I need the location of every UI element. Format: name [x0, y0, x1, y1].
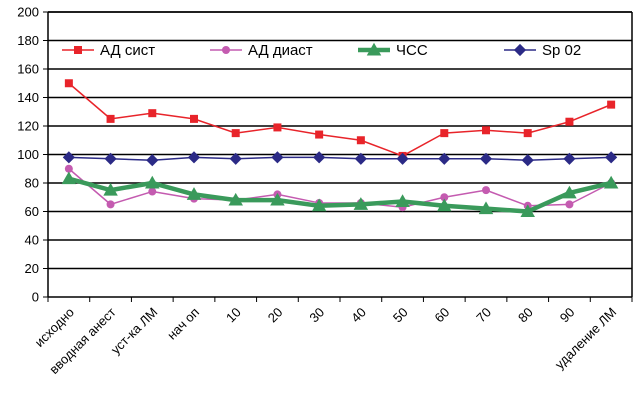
data-point — [64, 79, 73, 88]
data-point — [607, 100, 616, 109]
data-point — [565, 200, 574, 209]
x-tick-label: 60 — [432, 305, 453, 326]
data-point — [440, 129, 449, 138]
data-point — [106, 114, 115, 123]
y-tick-label: 180 — [17, 33, 39, 48]
data-point — [106, 200, 115, 209]
data-point — [438, 152, 451, 165]
series-3 — [61, 171, 619, 217]
y-tick-label: 100 — [17, 147, 39, 162]
data-point — [437, 198, 452, 212]
legend-item: АД диаст — [210, 42, 313, 59]
series-4 — [62, 151, 618, 167]
legend-swatch-marker — [513, 43, 527, 57]
data-point — [315, 130, 324, 139]
legend-item: Sp 02 — [504, 42, 581, 59]
legend-label: Sp 02 — [542, 42, 581, 59]
y-tick-label: 160 — [17, 62, 39, 77]
series-line — [68, 156, 612, 161]
y-tick-label: 60 — [25, 204, 39, 219]
data-point — [187, 151, 201, 164]
data-point — [61, 171, 77, 185]
data-point — [396, 152, 409, 165]
data-point — [64, 164, 73, 173]
legend-label: АД сист — [100, 42, 155, 59]
data-point — [231, 129, 240, 138]
data-point — [146, 154, 159, 167]
data-point — [62, 151, 75, 164]
x-tick-label: 20 — [265, 305, 286, 326]
data-point — [145, 175, 160, 189]
data-point — [562, 185, 577, 199]
axes — [43, 11, 633, 302]
legend-swatch-marker — [74, 46, 82, 54]
y-tick-label: 200 — [17, 5, 39, 20]
series-line — [68, 82, 612, 157]
data-point — [440, 193, 449, 202]
x-tick-label: 90 — [557, 305, 578, 326]
y-tick-labels: 0 20 40 60 80 100 120 140 160 180 200 — [17, 5, 39, 305]
data-point — [605, 151, 618, 164]
series-1 — [64, 79, 616, 160]
data-point — [271, 151, 284, 164]
legend-swatch-marker — [222, 46, 230, 54]
data-point — [273, 123, 282, 132]
x-tick-label: 80 — [515, 305, 536, 326]
x-tick-label: 10 — [223, 305, 244, 326]
y-tick-label: 40 — [25, 233, 39, 248]
data-point — [190, 114, 198, 123]
x-tick-label: нач оп — [164, 305, 202, 343]
data-point — [521, 154, 534, 167]
data-point — [103, 182, 118, 196]
x-tick-label: 70 — [473, 305, 494, 326]
data-point — [353, 197, 369, 210]
data-point — [270, 192, 285, 206]
data-point — [478, 201, 494, 215]
data-point — [520, 204, 535, 217]
data-point — [148, 109, 157, 118]
data-point — [148, 187, 157, 196]
y-tick-label: 80 — [25, 176, 39, 191]
legend-label: АД диаст — [248, 42, 313, 59]
data-point — [228, 192, 243, 206]
legend-label: ЧСС — [396, 42, 428, 59]
x-tick-label: 50 — [390, 305, 411, 326]
data-point — [229, 152, 242, 165]
data-point — [186, 187, 202, 200]
legend-item: ЧСС — [358, 42, 428, 59]
x-tick-label: 30 — [306, 305, 327, 326]
data-point — [523, 129, 532, 138]
legend: АД сист АД диаст ЧСС Sp 02 — [62, 42, 581, 59]
data-point — [479, 152, 493, 165]
data-point — [104, 152, 117, 165]
data-point — [563, 152, 576, 165]
data-point — [313, 151, 326, 164]
y-tick-label: 20 — [25, 261, 39, 276]
data-point — [311, 198, 327, 212]
series — [61, 79, 619, 217]
data-point — [482, 186, 490, 195]
x-tick-label: 40 — [348, 305, 369, 326]
series-line — [68, 176, 612, 214]
legend-item: АД сист — [62, 42, 155, 59]
y-tick-label: 0 — [32, 290, 39, 305]
data-point — [395, 194, 410, 207]
y-tick-label: 120 — [17, 119, 39, 134]
data-point — [565, 117, 574, 126]
legend-swatch-marker — [366, 42, 382, 56]
data-point — [603, 175, 619, 189]
data-point — [482, 126, 490, 135]
data-point — [356, 136, 365, 145]
y-tick-label: 140 — [17, 90, 39, 105]
data-point — [354, 152, 367, 165]
